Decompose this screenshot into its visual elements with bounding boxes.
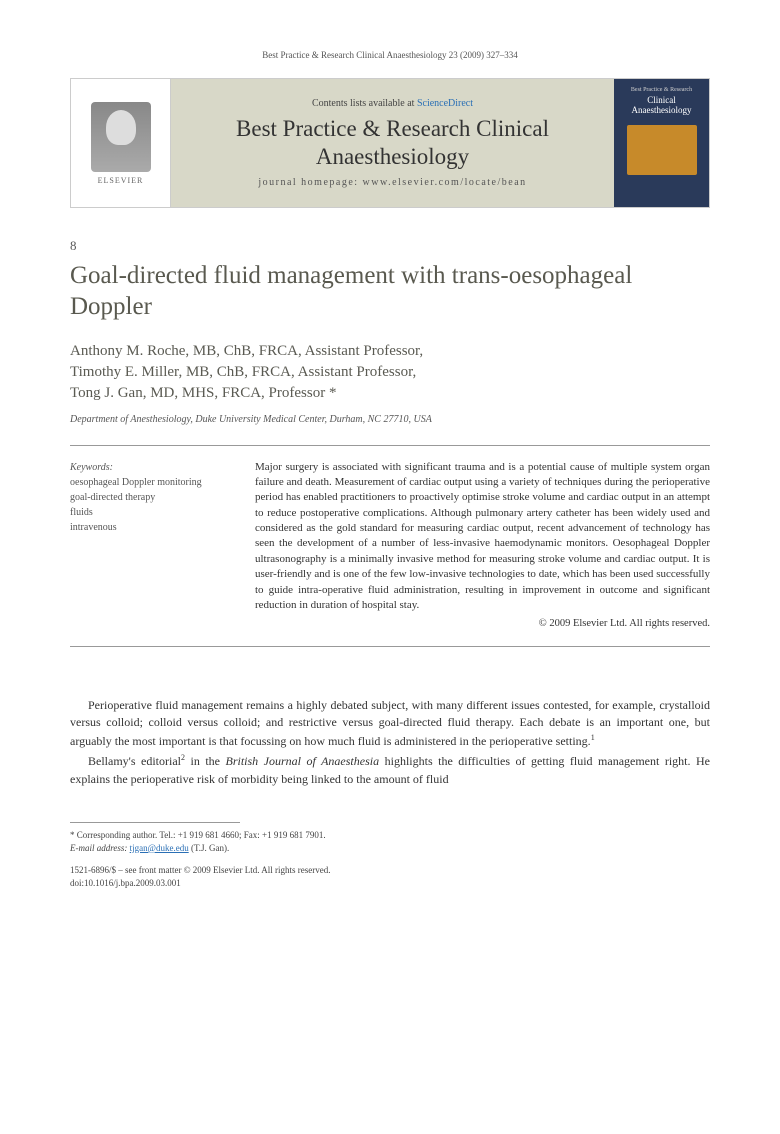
author-line-2: Timothy E. Miller, MB, ChB, FRCA, Assist… (70, 362, 710, 383)
keywords-column: Keywords: oesophageal Doppler monitoring… (70, 460, 235, 633)
homepage-prefix: journal homepage: (258, 177, 362, 188)
email-label: E-mail address: (70, 843, 127, 853)
ref-1: 1 (591, 733, 595, 742)
keyword-3: fluids (70, 505, 235, 520)
para1-text: Perioperative fluid management remains a… (70, 698, 710, 748)
para2-italic: British Journal of Anaesthesia (225, 754, 379, 768)
body-text: Perioperative fluid management remains a… (70, 697, 710, 788)
author-line-1: Anthony M. Roche, MB, ChB, FRCA, Assista… (70, 341, 710, 362)
cover-subtitle: Best Practice & Research (631, 87, 692, 93)
footnote-divider (70, 822, 240, 823)
body-para-2: Bellamy's editorial2 in the British Jour… (70, 752, 710, 788)
keyword-4: intravenous (70, 520, 235, 535)
journal-cover-thumbnail: Best Practice & Research Clinical Anaest… (614, 79, 709, 207)
running-header: Best Practice & Research Clinical Anaest… (70, 50, 710, 60)
sciencedirect-link[interactable]: ScienceDirect (417, 98, 473, 109)
elsevier-tree-icon (91, 102, 151, 172)
email-link[interactable]: tjgan@duke.edu (130, 843, 189, 853)
para2a-text: Bellamy's editorial (88, 754, 181, 768)
article-number: 8 (70, 238, 710, 254)
keyword-2: goal-directed therapy (70, 490, 235, 505)
homepage-url[interactable]: www.elsevier.com/locate/bean (363, 177, 527, 188)
journal-banner: ELSEVIER Contents lists available at Sci… (70, 78, 710, 208)
article-title: Goal-directed fluid management with tran… (70, 260, 710, 323)
publisher-label: ELSEVIER (98, 176, 144, 185)
author-line-3: Tong J. Gan, MD, MHS, FRCA, Professor * (70, 383, 710, 404)
cover-image-block (627, 125, 697, 175)
doi-line: doi:10.1016/j.bpa.2009.03.001 (70, 877, 710, 890)
abstract-row: Keywords: oesophageal Doppler monitoring… (70, 460, 710, 633)
section-divider-bottom (70, 646, 710, 647)
banner-middle: Contents lists available at ScienceDirec… (171, 79, 614, 207)
publisher-logo-block: ELSEVIER (71, 79, 171, 207)
para2b-text: in the (185, 754, 226, 768)
contents-prefix: Contents lists available at (312, 98, 417, 109)
corresponding-author-note: * Corresponding author. Tel.: +1 919 681… (70, 829, 710, 842)
abstract-text: Major surgery is associated with signifi… (255, 461, 710, 612)
keyword-1: oesophageal Doppler monitoring (70, 475, 235, 490)
affiliation: Department of Anesthesiology, Duke Unive… (70, 414, 710, 425)
contents-available-line: Contents lists available at ScienceDirec… (312, 98, 473, 109)
footnote-block: * Corresponding author. Tel.: +1 919 681… (70, 829, 710, 854)
email-line: E-mail address: tjgan@duke.edu (T.J. Gan… (70, 842, 710, 855)
authors-block: Anthony M. Roche, MB, ChB, FRCA, Assista… (70, 341, 710, 404)
cover-title: Clinical Anaesthesiology (618, 95, 705, 115)
author-3-text: Tong J. Gan, MD, MHS, FRCA, Professor (70, 385, 325, 401)
abstract-copyright: © 2009 Elsevier Ltd. All rights reserved… (255, 617, 710, 632)
journal-name: Best Practice & Research Clinical Anaest… (181, 115, 604, 170)
body-para-1: Perioperative fluid management remains a… (70, 697, 710, 750)
corresponding-marker: * (329, 385, 337, 401)
issn-line: 1521-6896/$ – see front matter © 2009 El… (70, 864, 710, 877)
publication-info: 1521-6896/$ – see front matter © 2009 El… (70, 864, 710, 889)
email-name: (T.J. Gan). (191, 843, 229, 853)
section-divider-top (70, 445, 710, 446)
abstract-column: Major surgery is associated with signifi… (255, 460, 710, 633)
journal-homepage-line: journal homepage: www.elsevier.com/locat… (258, 177, 526, 188)
keywords-heading: Keywords: (70, 460, 235, 475)
